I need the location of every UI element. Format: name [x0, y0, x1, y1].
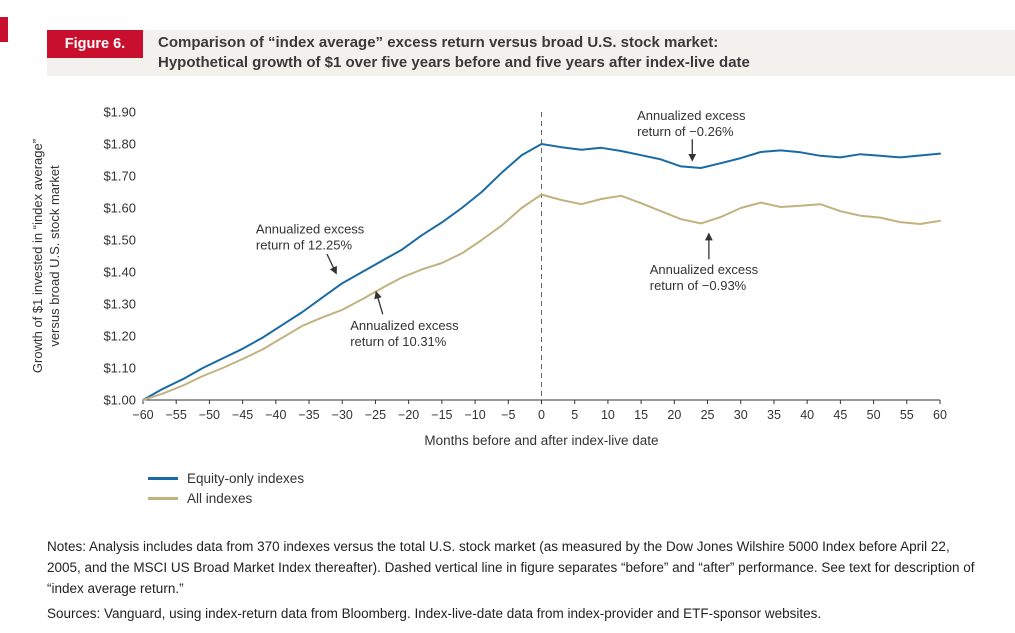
x-tick-label: 20: [667, 408, 681, 422]
x-tick-label: 30: [734, 408, 748, 422]
figure-sources: Sources: Vanguard, using index-return da…: [47, 606, 822, 621]
x-tick-label: 5: [571, 408, 578, 422]
x-tick-label: 60: [933, 408, 947, 422]
x-tick-label: −40: [265, 408, 286, 422]
x-tick-label: −10: [464, 408, 485, 422]
annotation-text-line: Annualized excess: [650, 262, 759, 277]
legend-label-all-indexes: All indexes: [187, 490, 253, 506]
chart-legend: Equity-only indexes All indexes: [148, 468, 304, 508]
svg-text:Growth of $1 invested in “inde: Growth of $1 invested in “index average”…: [30, 139, 62, 373]
y-tick-label: $1.80: [103, 137, 136, 152]
x-tick-label: 55: [900, 408, 914, 422]
x-tick-label: −35: [298, 408, 319, 422]
x-tick-label: −50: [199, 408, 220, 422]
y-axis-title: Growth of $1 invested in “index average”…: [30, 139, 62, 373]
equity-line-swatch: [148, 476, 178, 480]
y-tick-label: $1.00: [103, 393, 136, 408]
annotation-text-line: Annualized excess: [637, 108, 746, 123]
growth-chart-svg: −60 −55 −50 −45 −40 −35 −30 −25 −20 −15 −10 −5 0 5 10 1…: [30, 105, 947, 449]
y-axis-labels: $1.00 $1.10 $1.20 $1.30 $1.40 $1.50 $1.60 $1.70…: [103, 105, 136, 408]
annotation-text-line: return of 10.31%: [350, 334, 447, 349]
figure-title-line1: Comparison of “index average” excess ret…: [158, 34, 719, 51]
x-tick-label: 50: [867, 408, 881, 422]
x-tick-label: −45: [232, 408, 253, 422]
legend-item-equity-only: Equity-only indexes: [148, 468, 304, 488]
figure-notes: Notes: Analysis includes data from 370 i…: [47, 539, 975, 596]
legend-item-all-indexes: All indexes: [148, 488, 304, 508]
x-tick-label: 25: [701, 408, 715, 422]
y-tick-label: $1.50: [103, 233, 136, 248]
y-tick-label: $1.20: [103, 329, 136, 344]
annotation-arrow: [374, 290, 384, 315]
x-tick-label: 45: [833, 408, 847, 422]
x-tick-label: 10: [601, 408, 615, 422]
figure-header: Figure 6. Comparison of “index average” …: [47, 30, 1015, 76]
annotation-text-line: return of −0.26%: [637, 124, 734, 139]
chart-area: −60 −55 −50 −45 −40 −35 −30 −25 −20 −15 −10 −5 0 5 10 1…: [0, 88, 1015, 460]
page-edge-accent: [0, 17, 8, 42]
x-tick-label: 40: [800, 408, 814, 422]
x-tick-label: −15: [431, 408, 452, 422]
annotation-text-line: Annualized excess: [350, 318, 459, 333]
y-tick-label: $1.10: [103, 361, 136, 376]
x-tick-label: 0: [538, 408, 545, 422]
y-tick-label: $1.60: [103, 201, 136, 216]
x-tick-label: −60: [132, 408, 153, 422]
annotation-text-line: Annualized excess: [256, 222, 365, 237]
y-tick-label: $1.90: [103, 105, 136, 120]
x-axis-title: Months before and after index-live date: [424, 433, 658, 448]
x-tick-label: −55: [166, 408, 187, 422]
x-axis-ticks: −60 −55 −50 −45 −40 −35 −30 −25 −20 −15 −10 −5 0 5 10 1…: [132, 400, 947, 422]
legend-label-equity-only: Equity-only indexes: [187, 470, 305, 486]
x-tick-label: −25: [365, 408, 386, 422]
x-tick-label: −20: [398, 408, 419, 422]
x-tick-label: 35: [767, 408, 781, 422]
series-line-all-indexes: [142, 193, 941, 401]
annotation-text-line: return of 12.25%: [256, 238, 353, 253]
all-indexes-line-swatch: [148, 496, 178, 500]
annotation-arrow: [326, 253, 337, 275]
figure-label: Figure 6.: [47, 30, 143, 58]
x-tick-label: −30: [332, 408, 353, 422]
y-tick-label: $1.30: [103, 297, 136, 312]
y-tick-label: $1.70: [103, 169, 136, 184]
series-line-equity-only: [142, 143, 941, 401]
x-tick-label: 15: [634, 408, 648, 422]
figure-title-line2: Hypothetical growth of $1 over five year…: [158, 54, 750, 71]
x-tick-label: −5: [501, 408, 515, 422]
y-tick-label: $1.40: [103, 265, 136, 280]
figure-title: Comparison of “index average” excess ret…: [143, 30, 760, 76]
annotation-text-line: return of −0.93%: [650, 278, 747, 293]
